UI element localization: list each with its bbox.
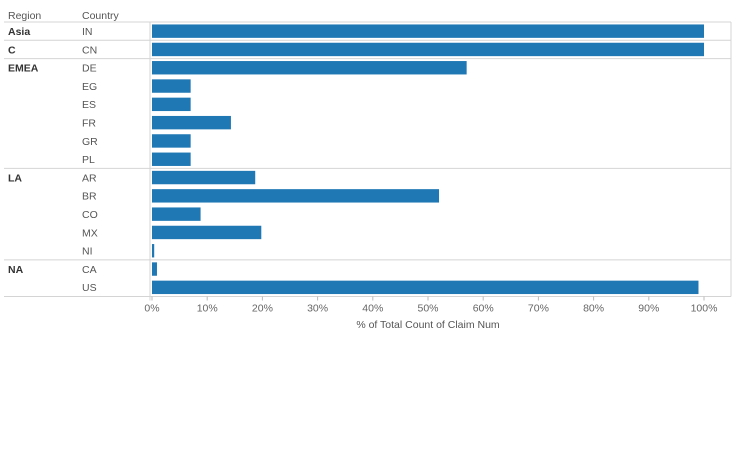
country-label: ES (82, 99, 96, 111)
bar-br (152, 189, 440, 203)
bar-pl (152, 152, 191, 166)
bar-in (152, 24, 704, 38)
country-label: CN (82, 44, 97, 56)
x-tick-label: 70% (528, 303, 549, 315)
country-label: AR (82, 172, 97, 184)
x-tick-label: 60% (473, 303, 494, 315)
country-column-header: Country (82, 10, 120, 22)
country-label: MX (82, 227, 98, 239)
region-column-header: Region (8, 10, 41, 22)
bar-mx (152, 225, 262, 240)
x-tick-label: 20% (252, 303, 273, 315)
country-label: GR (82, 136, 98, 148)
bar-ni (152, 244, 155, 258)
x-axis-label: % of Total Count of Claim Num (356, 319, 500, 331)
country-label: NI (82, 246, 93, 258)
bar-co (152, 207, 201, 221)
bar-eg (152, 79, 191, 93)
bar-us (152, 280, 699, 295)
bar-es (152, 97, 191, 112)
bar-de (152, 61, 467, 75)
bar-cn (152, 42, 704, 57)
bar-ca (152, 262, 157, 276)
x-tick-label: 90% (638, 303, 659, 315)
x-tick-label: 80% (583, 303, 604, 315)
country-label: US (82, 282, 97, 294)
country-label: PL (82, 154, 95, 166)
country-label: CO (82, 209, 98, 221)
x-tick-label: 100% (691, 303, 718, 315)
region-label: EMEA (8, 63, 39, 75)
x-tick-label: 0% (144, 303, 159, 315)
bar-fr (152, 115, 231, 130)
x-tick-label: 30% (307, 303, 328, 315)
region-label: LA (8, 172, 22, 184)
x-tick-label: 40% (362, 303, 383, 315)
region-label: Asia (8, 26, 30, 38)
country-label: FR (82, 118, 96, 130)
region-label: NA (8, 264, 24, 276)
country-label: BR (82, 191, 97, 203)
x-tick-label: 50% (417, 303, 438, 315)
country-label: EG (82, 81, 97, 93)
country-label: DE (82, 63, 97, 75)
bar-gr (152, 134, 191, 148)
country-label: IN (82, 26, 93, 38)
region-label: C (8, 44, 16, 56)
bar-ar (152, 170, 256, 185)
x-tick-label: 10% (197, 303, 218, 315)
country-label: CA (82, 264, 97, 276)
